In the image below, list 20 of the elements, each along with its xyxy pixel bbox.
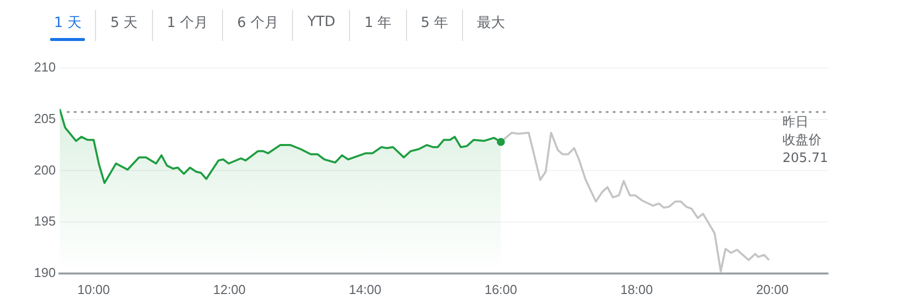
text: YTD — [293, 10, 350, 41]
text: 1 年 — [350, 10, 407, 41]
y-tick-label: 195 — [34, 214, 56, 229]
x-tick-label: 16:00 — [484, 282, 518, 297]
y-tick-label: 205 — [34, 110, 56, 126]
x-tick-label: 14:00 — [348, 282, 382, 297]
y-tick-label: 200 — [34, 162, 56, 178]
text: 5 天 — [96, 10, 153, 41]
x-tick-label: 12:00 — [213, 282, 246, 297]
x-tick-label: 18:00 — [620, 282, 653, 297]
y-tick-label: 210 — [34, 60, 56, 75]
text: 6 个月 — [223, 10, 294, 41]
y-tick-label: 190 — [34, 264, 56, 280]
text: 最大 — [476, 14, 506, 33]
text: 1 天 — [40, 10, 96, 41]
x-tick-label: 10:00 — [77, 282, 110, 297]
ref-line-label: 昨日收盘价 205.71 — [782, 114, 828, 166]
x-tick-label: 20:00 — [756, 282, 789, 297]
text: 1 个月 — [152, 10, 224, 41]
text: 5 年 — [406, 10, 464, 41]
